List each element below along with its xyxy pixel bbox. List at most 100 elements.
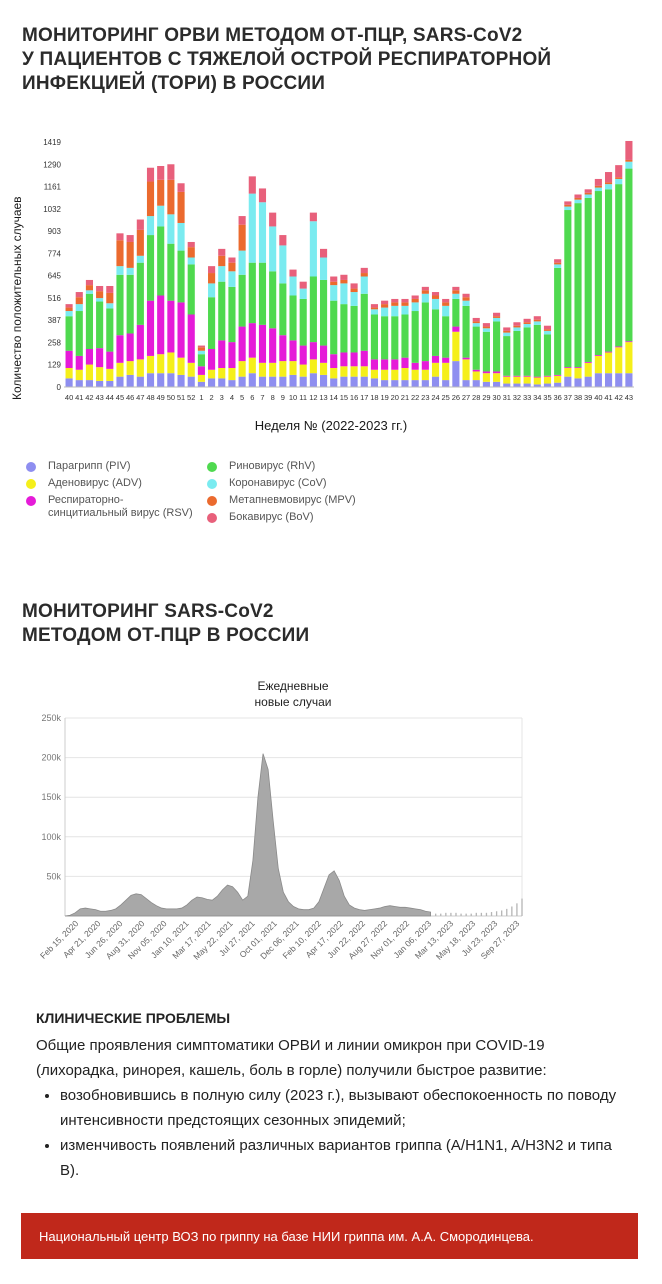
bar-segment	[177, 183, 185, 192]
bar-segment	[85, 285, 94, 291]
bar-segment	[503, 376, 511, 384]
bar-segment	[472, 369, 480, 372]
bar-segment	[238, 326, 246, 362]
x-tick-label: 6	[250, 393, 254, 402]
bar-segment	[472, 326, 480, 370]
bar-segment	[167, 164, 175, 180]
bar-segment	[85, 279, 94, 286]
bar-segment	[401, 368, 409, 381]
x-tick-label: 7	[260, 393, 264, 402]
bar-segment	[482, 373, 490, 382]
y-tick-label: 1419	[43, 138, 61, 147]
bar-segment	[503, 383, 511, 387]
bar-segment	[65, 304, 73, 308]
bar-segment	[554, 374, 562, 376]
bar-segment	[218, 248, 226, 256]
bar-segment	[472, 321, 480, 324]
bar-segment	[106, 292, 114, 304]
bar-segment	[625, 168, 633, 342]
bar-segment	[340, 304, 348, 353]
bar-segment	[431, 362, 440, 377]
bar-segment	[330, 276, 338, 282]
legend-left: Парагрипп (PIV) Аденовирус (ADV) Респира…	[26, 460, 196, 524]
bar-segment	[208, 283, 216, 298]
bar-segment	[116, 335, 124, 363]
bar-segment	[411, 380, 419, 387]
bar-segment	[513, 322, 521, 326]
chart1-xlabel: Неделя № (2022-2023 гг.)	[254, 418, 408, 433]
bar-segment	[340, 279, 348, 284]
bar-segment	[116, 362, 124, 377]
bar-segment	[258, 376, 267, 387]
bar-segment	[604, 351, 613, 353]
bar-segment	[625, 140, 633, 160]
bar-segment	[299, 281, 307, 289]
bar-segment	[126, 333, 134, 362]
bar-segment	[594, 187, 602, 192]
bar-segment	[391, 380, 399, 387]
bar-segment	[228, 257, 236, 263]
bar-segment	[167, 373, 175, 387]
bar-segment	[279, 376, 287, 387]
bar-segment	[625, 373, 633, 387]
bar-segment	[493, 312, 501, 317]
chart2-title: Ежедневные новые случаи	[238, 678, 348, 710]
bar-segment	[442, 298, 450, 303]
x-tick-label: 9	[281, 393, 285, 402]
bar-segment	[574, 199, 582, 204]
bar-segment	[391, 359, 399, 370]
bar-segment	[615, 184, 623, 347]
bar-segment	[248, 176, 256, 194]
bar-segment	[421, 290, 429, 294]
bar-segment	[604, 184, 613, 190]
bar-segment	[228, 380, 236, 387]
bar-segment	[594, 178, 602, 186]
bar-segment	[85, 290, 94, 294]
bar-segment	[452, 286, 460, 291]
bar-segment	[340, 274, 348, 280]
bar-segment	[187, 247, 195, 258]
bar-segment	[126, 235, 134, 242]
y-tick-label: 100k	[41, 832, 61, 842]
bar-segment	[360, 273, 368, 277]
bar-segment	[157, 205, 165, 227]
bar-segment	[146, 235, 155, 301]
x-tick-label: 44	[106, 393, 114, 402]
bar-segment	[564, 204, 572, 207]
bar-segment	[513, 375, 521, 377]
x-tick-label: 3	[220, 393, 224, 402]
bar-segment	[96, 367, 104, 381]
bar-segment	[533, 316, 541, 320]
bar-segment	[136, 376, 144, 387]
y-tick-label: 258	[48, 338, 62, 347]
bar-segment	[615, 346, 623, 348]
bar-segment	[197, 374, 205, 382]
bar-segment	[360, 376, 368, 387]
legend-label: Парагрипп (PIV)	[48, 460, 131, 472]
bar-segment	[574, 367, 582, 369]
bar-segment	[299, 376, 307, 387]
bar-segment	[493, 317, 501, 322]
bar-segment	[238, 361, 246, 377]
bar-segment	[248, 323, 256, 358]
x-tick-label: 39	[584, 393, 592, 402]
bar-segment	[157, 179, 165, 206]
bar-segment	[75, 311, 83, 356]
bar-segment	[584, 362, 592, 377]
bar-segment	[299, 298, 307, 346]
bar-segment	[269, 271, 277, 329]
x-tick-label: 19	[380, 393, 388, 402]
bar-segment	[543, 330, 552, 335]
bar-segment	[75, 297, 83, 305]
bar-segment	[462, 380, 470, 387]
legend-label: Респираторно-синцитиальный вирус (RSV)	[48, 494, 193, 519]
bar-segment	[574, 378, 582, 387]
x-tick-label: 31	[503, 393, 511, 402]
bar-segment	[615, 177, 623, 179]
bar-segment	[411, 369, 419, 381]
legend-dot	[207, 462, 217, 472]
bar-segment	[187, 257, 195, 265]
bar-segment	[330, 378, 338, 387]
bar-segment	[177, 357, 185, 375]
bar-segment	[543, 383, 552, 387]
